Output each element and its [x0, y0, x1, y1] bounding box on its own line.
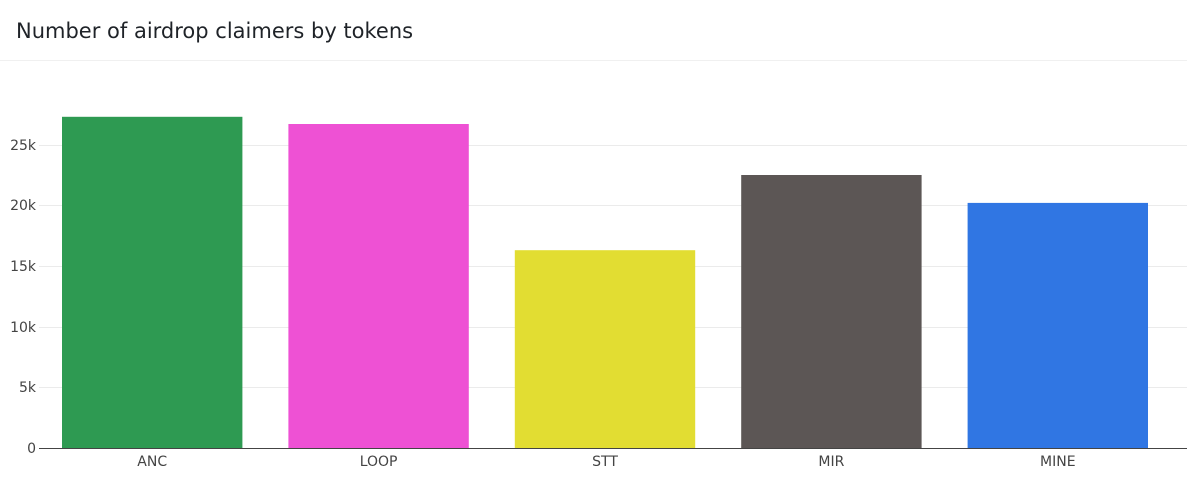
bar-mine[interactable]: [967, 202, 1148, 448]
x-tick-label: MINE: [1040, 454, 1076, 470]
x-tick-label: LOOP: [360, 454, 398, 470]
bar-anc[interactable]: [62, 116, 243, 449]
y-axis-ticks: 0 5k 10k 15k 20k 25k: [10, 138, 37, 457]
y-tick-label: 5k: [19, 380, 37, 396]
y-tick-label: 15k: [10, 259, 37, 275]
y-tick-label: 0: [27, 441, 36, 457]
x-tick-label: MIR: [818, 454, 844, 470]
y-tick-label: 25k: [10, 138, 37, 154]
bar-mir[interactable]: [741, 175, 922, 448]
bar-stt[interactable]: [514, 250, 696, 448]
x-tick-label: STT: [592, 454, 618, 470]
y-tick-label: 10k: [10, 320, 37, 336]
x-tick-label: ANC: [137, 454, 167, 470]
x-axis-ticks: ANC LOOP STT MIR MINE: [137, 454, 1075, 470]
card-header: Number of airdrop claimers by tokens: [0, 0, 1187, 61]
y-tick-label: 20k: [10, 198, 37, 214]
bars: [62, 116, 1148, 449]
bar-loop[interactable]: [288, 124, 469, 448]
chart-title: Number of airdrop claimers by tokens: [16, 19, 414, 43]
